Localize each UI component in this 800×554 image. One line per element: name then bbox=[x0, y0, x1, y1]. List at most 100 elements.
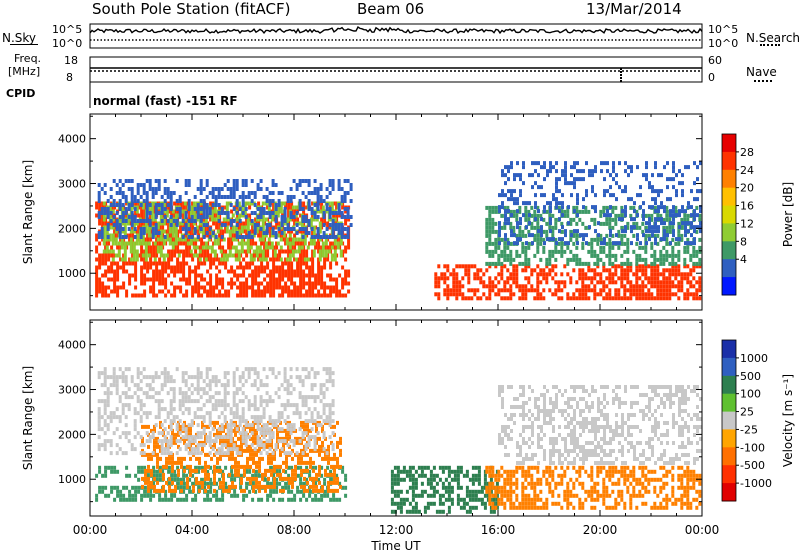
data-cell bbox=[666, 161, 669, 166]
data-cell bbox=[205, 179, 209, 183]
data-cell bbox=[199, 179, 203, 183]
data-cell bbox=[533, 253, 537, 258]
data-cell bbox=[291, 253, 295, 258]
data-cell bbox=[315, 472, 318, 477]
data-cell bbox=[269, 281, 273, 286]
data-cell bbox=[687, 221, 690, 226]
data-cell bbox=[235, 183, 239, 187]
data-cell bbox=[189, 205, 193, 210]
data-cell bbox=[473, 292, 477, 297]
data-cell bbox=[194, 285, 198, 290]
data-cell bbox=[662, 280, 666, 285]
data-cell bbox=[246, 217, 250, 222]
data-cell bbox=[240, 205, 244, 210]
data-cell bbox=[245, 481, 249, 486]
data-cell bbox=[323, 217, 327, 222]
data-cell bbox=[332, 493, 336, 498]
data-cell bbox=[221, 253, 225, 258]
data-cell bbox=[146, 265, 150, 270]
data-cell bbox=[144, 221, 148, 226]
data-cell bbox=[237, 241, 241, 246]
data-cell bbox=[110, 485, 114, 490]
data-cell bbox=[199, 183, 203, 187]
data-cell bbox=[267, 456, 270, 461]
data-cell bbox=[145, 195, 149, 199]
data-cell bbox=[320, 201, 324, 206]
data-cell bbox=[569, 237, 573, 242]
data-cell bbox=[560, 296, 564, 301]
data-cell bbox=[224, 289, 228, 294]
data-cell bbox=[156, 225, 160, 230]
data-cell bbox=[301, 191, 305, 195]
data-cell bbox=[349, 187, 353, 191]
data-cell bbox=[642, 173, 645, 178]
data-cell bbox=[575, 209, 579, 214]
data-cell bbox=[533, 225, 537, 230]
data-cell bbox=[555, 197, 558, 202]
data-cell bbox=[135, 241, 139, 246]
data-cell bbox=[349, 223, 353, 227]
data-cell bbox=[558, 177, 561, 182]
freq-label: Freq. bbox=[14, 52, 42, 65]
data-cell bbox=[698, 213, 702, 218]
data-cell bbox=[455, 288, 459, 293]
data-cell bbox=[599, 276, 603, 281]
data-cell bbox=[132, 221, 136, 226]
data-cell bbox=[578, 209, 582, 214]
data-cell bbox=[573, 209, 576, 214]
data-cell bbox=[626, 264, 630, 269]
data-cell bbox=[257, 497, 261, 502]
data-cell bbox=[252, 488, 255, 493]
data-cell bbox=[210, 249, 214, 254]
data-cell bbox=[506, 245, 510, 250]
data-cell bbox=[255, 428, 258, 433]
data-cell bbox=[624, 189, 627, 194]
data-cell bbox=[174, 484, 177, 489]
data-cell bbox=[635, 221, 639, 226]
data-cell bbox=[230, 277, 234, 282]
data-cell bbox=[317, 265, 321, 270]
data-cell bbox=[316, 235, 320, 239]
data-cell bbox=[285, 464, 288, 469]
data-cell bbox=[596, 292, 600, 297]
data-cell bbox=[182, 249, 186, 254]
data-cell bbox=[236, 293, 240, 298]
data-cell bbox=[566, 257, 570, 262]
data-cell bbox=[174, 233, 178, 238]
data-cell bbox=[100, 187, 104, 191]
data-cell bbox=[315, 209, 319, 214]
data-cell bbox=[127, 179, 131, 183]
data-cell bbox=[186, 241, 190, 246]
data-cell bbox=[198, 480, 201, 485]
data-cell bbox=[503, 280, 507, 285]
data-cell bbox=[134, 285, 138, 290]
data-cell bbox=[155, 293, 159, 298]
data-cell bbox=[141, 448, 144, 453]
data-cell bbox=[686, 288, 690, 293]
data-cell bbox=[211, 195, 215, 199]
data-cell bbox=[115, 211, 119, 215]
data-cell bbox=[236, 493, 240, 498]
data-cell bbox=[500, 253, 504, 258]
data-cell bbox=[244, 179, 248, 183]
data-cell bbox=[125, 465, 129, 470]
data-cell bbox=[684, 221, 687, 226]
data-cell bbox=[337, 207, 341, 211]
data-cell bbox=[266, 261, 270, 266]
data-cell bbox=[302, 269, 306, 274]
data-cell bbox=[218, 293, 222, 298]
data-cell bbox=[227, 241, 231, 246]
data-cell bbox=[231, 464, 234, 469]
data-cell bbox=[272, 281, 276, 286]
data-cell bbox=[338, 237, 342, 242]
data-cell bbox=[558, 209, 561, 214]
data-cell bbox=[324, 237, 328, 242]
data-cell bbox=[344, 269, 348, 274]
data-cell bbox=[113, 261, 117, 266]
data-cell bbox=[626, 261, 630, 266]
data-cell bbox=[170, 253, 174, 258]
data-cell bbox=[290, 265, 294, 270]
data-cell bbox=[515, 249, 519, 254]
data-cell bbox=[627, 173, 630, 178]
